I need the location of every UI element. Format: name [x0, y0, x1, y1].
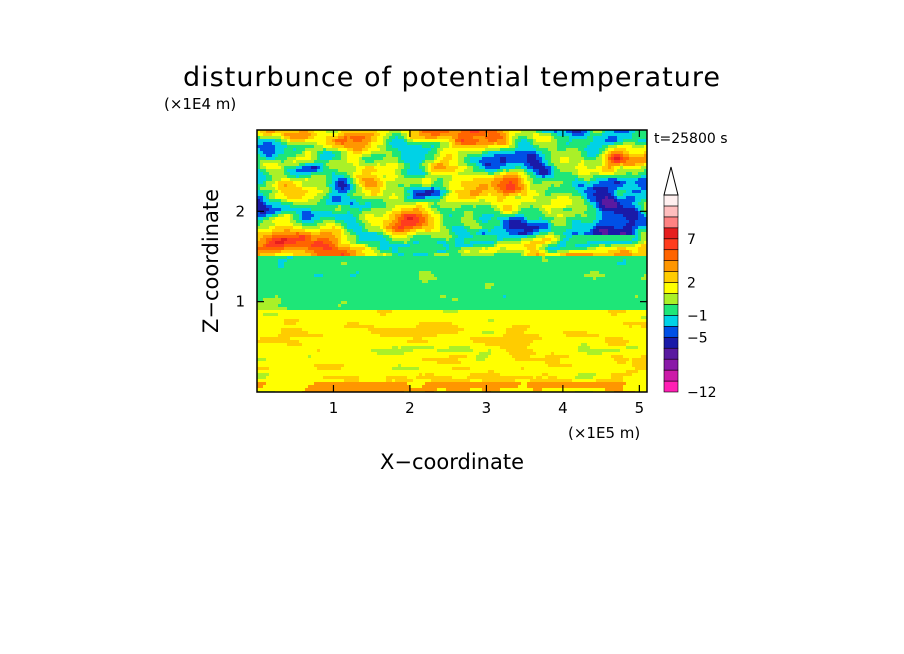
colorbar-swatch [663, 271, 679, 283]
x-tick-label: 1 [329, 399, 339, 417]
x-axis-label: X−coordinate [380, 450, 524, 474]
x-tick-label: 2 [405, 399, 415, 417]
x-tick-label: 4 [558, 399, 568, 417]
colorbar-swatch [663, 260, 679, 272]
colorbar-swatch [663, 326, 679, 338]
colorbar-extend-arrow [663, 166, 679, 196]
x-unit-label: (×1E5 m) [568, 424, 640, 442]
colorbar-swatch [663, 315, 679, 327]
y-axis-label: Z−coordinate [199, 189, 223, 333]
x-tick-label: 5 [635, 399, 645, 417]
x-tick-label: 3 [482, 399, 492, 417]
y-tick-label: 2 [235, 202, 245, 220]
chart-title: disturbunce of potential temperature [183, 62, 721, 93]
colorbar-swatch [663, 194, 679, 207]
colorbar-swatch [663, 336, 679, 349]
contour-field [257, 130, 647, 392]
plot-frame [256, 129, 648, 393]
colorbar-swatch [663, 293, 679, 305]
y-unit-label: (×1E4 m) [164, 95, 236, 113]
colorbar-swatch [663, 249, 679, 261]
time-label: t=25800 s [654, 131, 728, 147]
y-axis: 12 [235, 202, 647, 311]
colorbar-tick-label: −5 [687, 330, 708, 346]
colorbar-swatch [663, 347, 679, 360]
colorbar-swatch [663, 304, 679, 316]
colorbar-swatch [663, 238, 679, 251]
colorbar-tick-label: −12 [687, 385, 717, 401]
y-tick-label: 1 [235, 293, 245, 311]
colorbar-tick-label: 2 [687, 276, 696, 292]
colorbar-swatch [663, 227, 679, 240]
colorbar: −12−5−127 [663, 166, 717, 401]
colorbar-swatch [663, 216, 679, 229]
colorbar-swatch [663, 282, 679, 294]
colorbar-tick-label: −1 [687, 308, 708, 324]
colorbar-swatch [663, 358, 679, 371]
x-axis: 1 2 3 4 5 [329, 130, 644, 417]
colorbar-swatch [663, 380, 679, 393]
colorbar-swatch [663, 205, 679, 218]
colorbar-swatch [663, 369, 679, 382]
colorbar-tick-label: 7 [687, 232, 696, 248]
